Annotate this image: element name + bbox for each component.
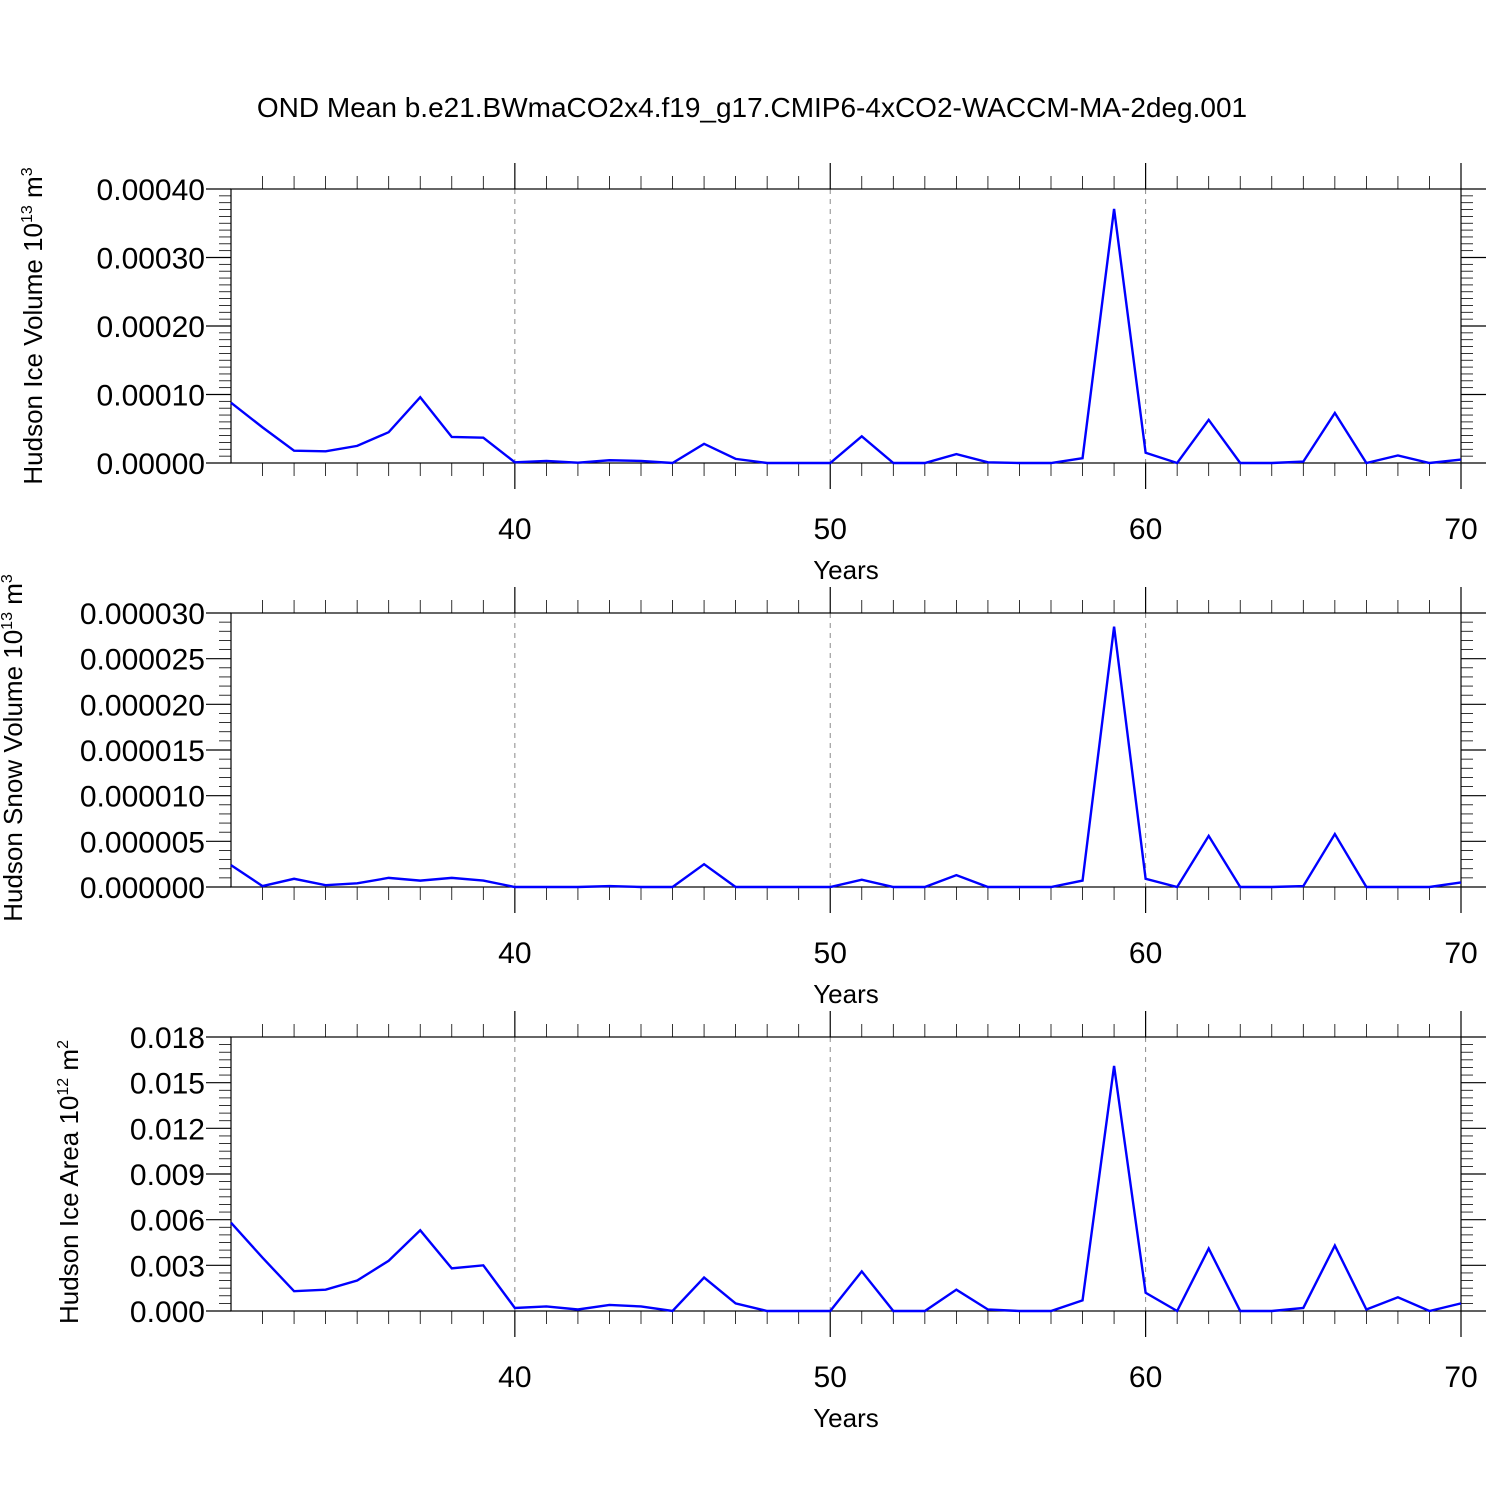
y-tick-label: 0.00030: [97, 243, 205, 276]
y-tick-label: 0.000000: [80, 872, 205, 905]
panel-3: 40 50 60 70 0.000 0.003 0.006 0.009 0.012 0.015 0.…: [54, 1011, 1486, 1433]
x-tick-label: 40: [498, 513, 531, 546]
y-tick-label: 0.000025: [80, 644, 205, 677]
y-tick-label: 0.000010: [80, 781, 205, 814]
y-tick-label: 0.012: [130, 1113, 205, 1146]
series-line: [230, 626, 1462, 889]
series-line: [230, 208, 1462, 465]
x-axis-label: Years: [813, 979, 879, 1009]
y-axis-label: Hudson Ice Area 1012 m2: [54, 1040, 84, 1324]
x-tick-label: 40: [498, 1361, 531, 1394]
x-tick-label: 70: [1444, 937, 1477, 970]
y-tick-label: 0.009: [130, 1159, 205, 1192]
y-tick-label: 0.000020: [80, 689, 205, 722]
y-tick-label: 0.015: [130, 1068, 205, 1101]
y-tick-label: 0.018: [130, 1022, 205, 1055]
y-tick-label: 0.000030: [80, 598, 205, 631]
series-line: [230, 1065, 1462, 1313]
panel-1: 40 50 60 70 0.00000 0.00010 0.00020 0.00030 0.00…: [18, 163, 1486, 585]
y-tick-label: 0.000005: [80, 826, 205, 859]
y-tick-label: 0.000015: [80, 735, 205, 768]
x-tick-label: 60: [1129, 513, 1162, 546]
x-tick-label: 60: [1129, 937, 1162, 970]
x-axis-label: Years: [813, 555, 879, 585]
plot-frame: [230, 188, 1462, 464]
y-tick-label: 0.00000: [97, 448, 205, 481]
y-tick-label: 0.00020: [97, 311, 205, 344]
y-tick-label: 0.000: [130, 1296, 205, 1329]
x-tick-label: 60: [1129, 1361, 1162, 1394]
y-tick-label: 0.00040: [97, 174, 205, 207]
x-axis-label: Years: [813, 1403, 879, 1433]
y-axis-label: Hudson Snow Volume 1013 m3: [0, 574, 28, 922]
chart-title: OND Mean b.e21.BWmaCO2x4.f19_g17.CMIP6-4…: [257, 92, 1247, 123]
plot-frame: [230, 612, 1462, 888]
y-tick-label: 0.006: [130, 1205, 205, 1238]
y-tick-label: 0.00010: [97, 380, 205, 413]
x-tick-label: 50: [814, 1361, 847, 1394]
y-tick-label: 0.003: [130, 1250, 205, 1283]
x-tick-label: 50: [814, 937, 847, 970]
y-axis-label: Hudson Ice Volume 1013 m3: [18, 167, 48, 484]
plot-frame: [230, 1036, 1462, 1312]
x-tick-label: 70: [1444, 1361, 1477, 1394]
x-tick-label: 50: [814, 513, 847, 546]
x-tick-label: 70: [1444, 513, 1477, 546]
panel-2: 40 50 60 70 0.000000 0.000005 0.000010 0.000015…: [0, 574, 1486, 1009]
panels-container: 40 50 60 70 0.00000 0.00010 0.00020 0.00030 0.00…: [0, 163, 1486, 1433]
x-tick-label: 40: [498, 937, 531, 970]
